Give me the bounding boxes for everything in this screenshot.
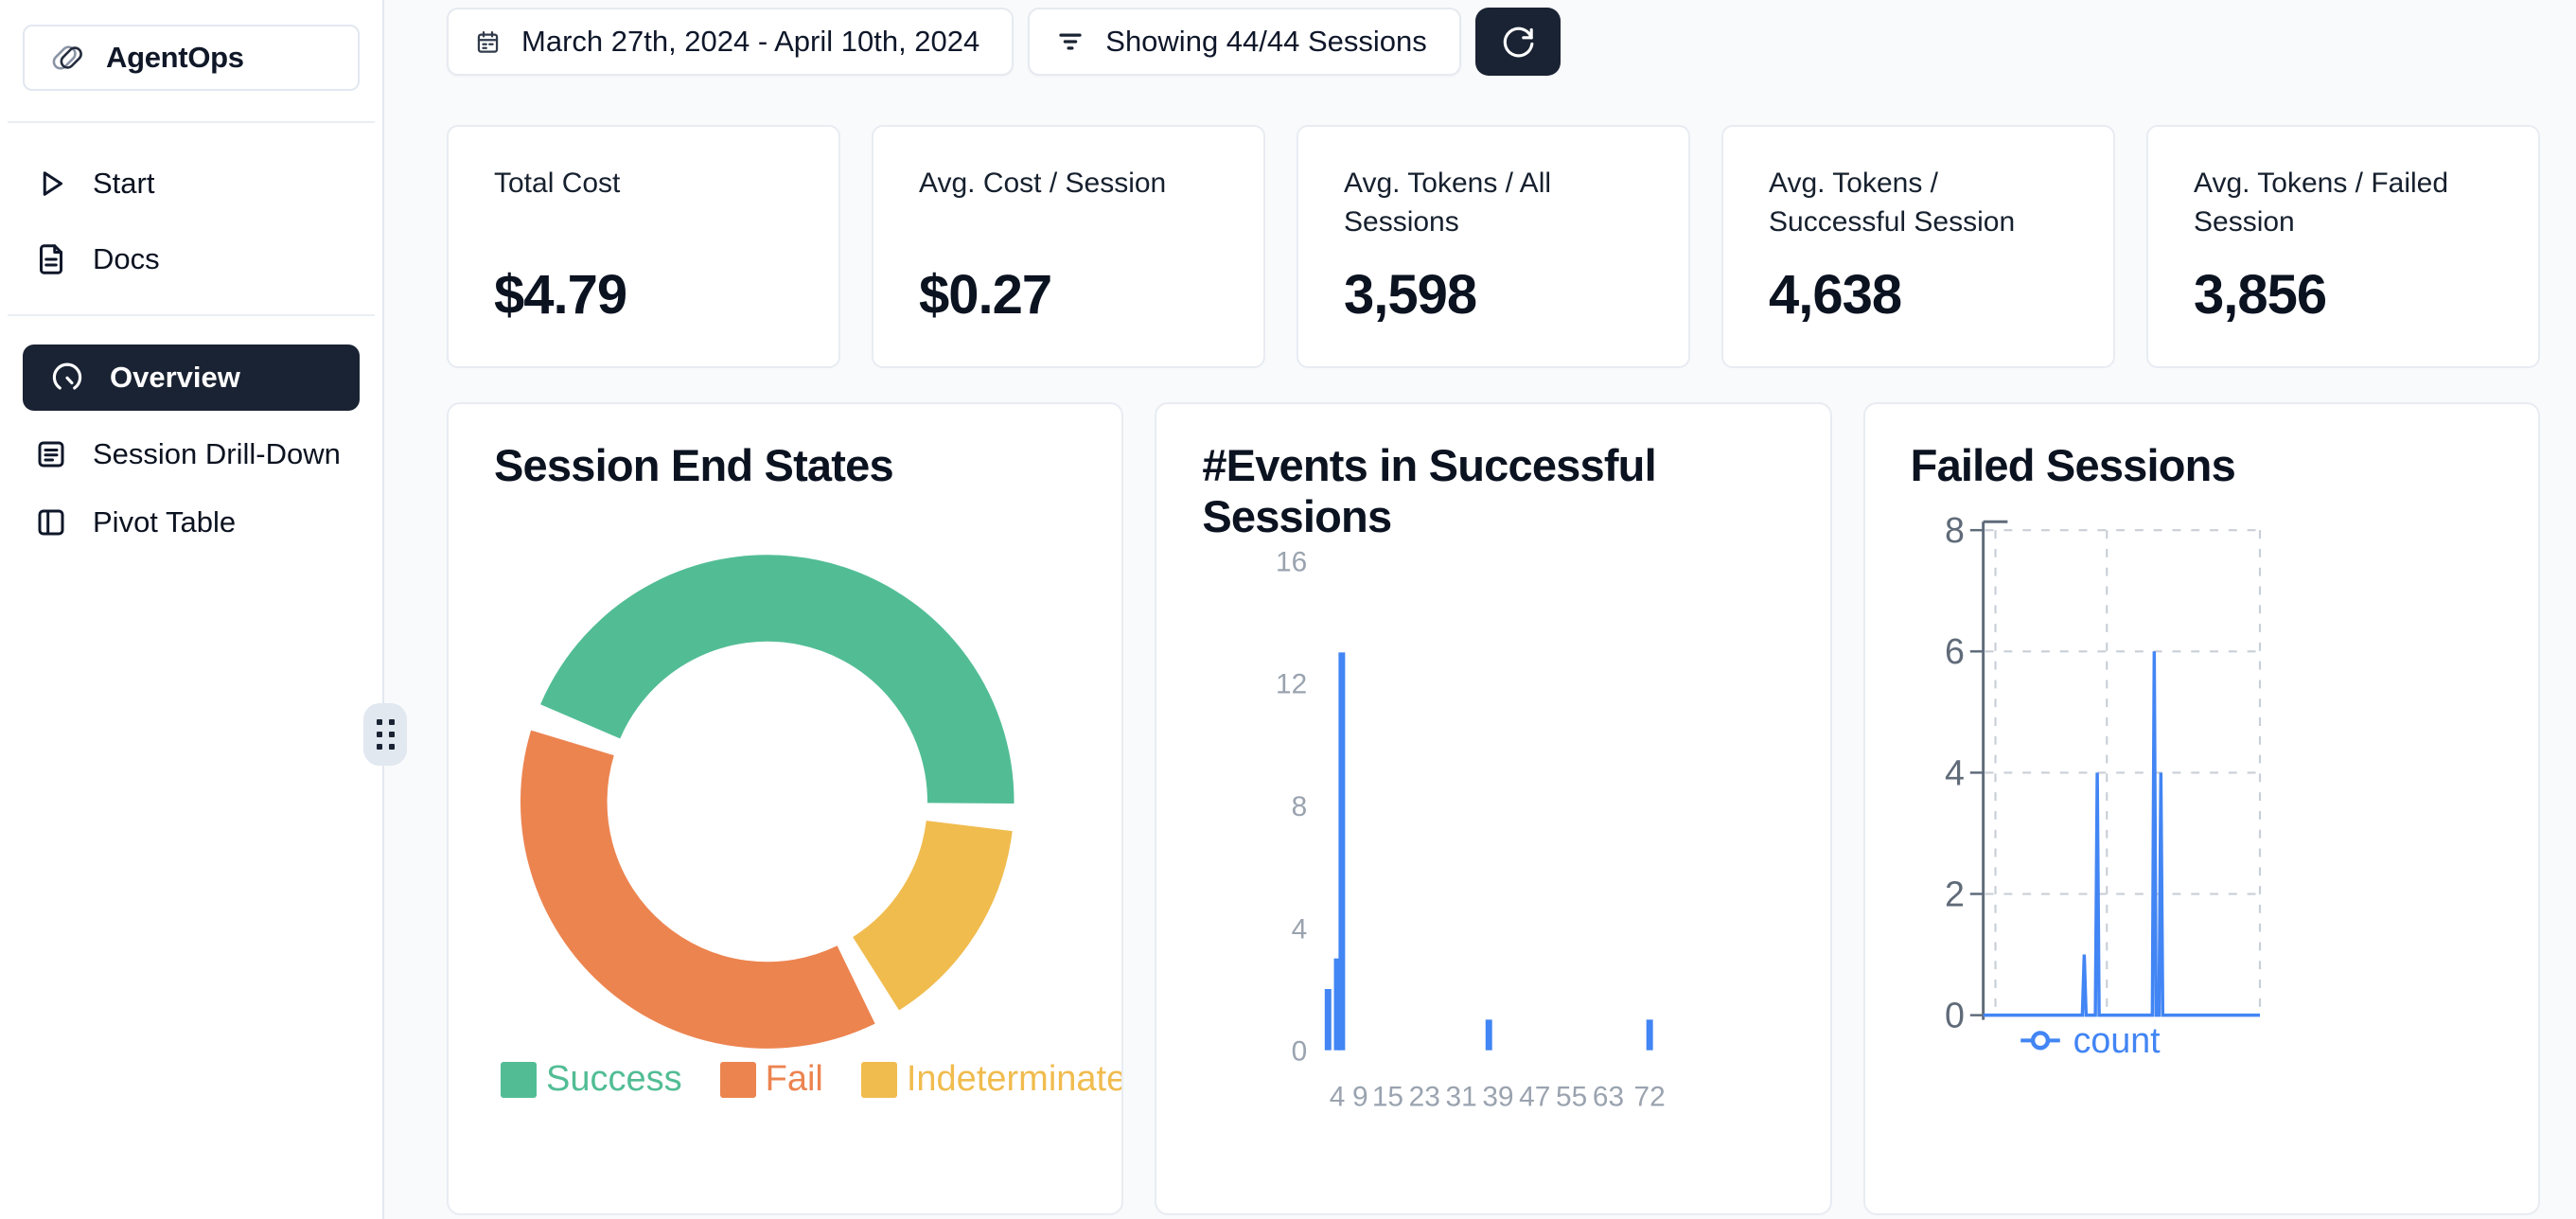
stats-row: Total Cost $4.79 Avg. Cost / Session $0.… <box>447 125 2540 368</box>
sidebar: AgentOps Start Docs <box>0 0 384 1219</box>
sidebar-item-docs[interactable]: Docs <box>23 235 360 284</box>
svg-text:2: 2 <box>1945 874 1965 913</box>
stat-label: Avg. Tokens / Successful Session <box>1769 168 2016 238</box>
legend-label: Fail <box>765 1059 823 1099</box>
svg-text:39: 39 <box>1483 1081 1514 1112</box>
svg-text:15: 15 <box>1372 1081 1403 1112</box>
stat-value: $4.79 <box>494 264 627 326</box>
sidebar-nav-main: Overview Session Drill-Down Pivot Table <box>0 316 382 547</box>
play-icon <box>34 167 68 201</box>
sidebar-item-label: Start <box>93 167 155 200</box>
refresh-button[interactable] <box>1474 8 1561 76</box>
gauge-icon <box>49 360 85 396</box>
session-end-states-panel: Session End States Success Fail Indeterm… <box>447 402 1124 1215</box>
svg-text:16: 16 <box>1276 546 1307 577</box>
svg-text:4: 4 <box>1945 752 1965 792</box>
svg-text:4: 4 <box>1330 1081 1346 1112</box>
svg-text:4: 4 <box>1292 913 1308 945</box>
stat-card-avg-tokens-all: Avg. Tokens / All Sessions 3,598 <box>1297 125 1690 368</box>
stat-value: 4,638 <box>1769 264 1902 326</box>
stat-value: 3,598 <box>1344 264 1477 326</box>
document-icon <box>34 242 68 276</box>
stat-label: Avg. Cost / Session <box>919 168 1167 199</box>
indeterminate-swatch <box>860 1061 897 1098</box>
sidebar-item-label: Session Drill-Down <box>93 437 341 470</box>
svg-text:72: 72 <box>1634 1081 1666 1112</box>
svg-text:0: 0 <box>1292 1036 1308 1068</box>
panel-icon <box>34 505 68 539</box>
session-end-states-donut <box>520 555 1015 1049</box>
legend-label: Indeterminate <box>906 1059 1124 1099</box>
stat-label: Total Cost <box>494 168 621 199</box>
svg-text:0: 0 <box>1945 996 1965 1035</box>
chart-title-session-end-states: Session End States <box>494 440 894 490</box>
sidebar-resize-handle[interactable] <box>363 703 407 766</box>
main-content: March 27th, 2024 - April 10th, 2024 Show… <box>384 0 2576 1219</box>
stat-value: $0.27 <box>919 264 1052 326</box>
donut-legend: Success Fail Indeterminate <box>501 1059 1124 1100</box>
count-legend: count <box>2020 1020 2161 1060</box>
date-range-button[interactable]: March 27th, 2024 - April 10th, 2024 <box>447 8 1015 76</box>
file-lines-icon <box>34 437 68 471</box>
paperclip-icon <box>47 38 87 78</box>
svg-text:6: 6 <box>1945 631 1965 671</box>
stat-card-total-cost: Total Cost $4.79 <box>447 125 840 368</box>
legend-label: Success <box>546 1059 682 1099</box>
sidebar-item-overview[interactable]: Overview <box>23 344 360 411</box>
chart-title-failed-sessions: Failed Sessions <box>1910 440 2236 490</box>
sidebar-item-start[interactable]: Start <box>23 159 360 208</box>
svg-text:47: 47 <box>1520 1081 1551 1112</box>
svg-text:9: 9 <box>1352 1081 1368 1112</box>
app-logo[interactable]: AgentOps <box>23 25 360 91</box>
sidebar-item-label: Docs <box>93 242 160 275</box>
legend-item-indeterminate[interactable]: Indeterminate <box>860 1059 1124 1100</box>
legend-item-fail[interactable]: Fail <box>719 1059 823 1100</box>
stat-value: 3,856 <box>2194 264 2327 326</box>
sessions-filter-button[interactable]: Showing 44/44 Sessions <box>1028 8 1461 76</box>
app-title: AgentOps <box>106 41 244 74</box>
svg-text:63: 63 <box>1593 1081 1624 1112</box>
topbar: March 27th, 2024 - April 10th, 2024 Show… <box>447 8 2540 76</box>
sidebar-item-pivot-table[interactable]: Pivot Table <box>23 498 360 547</box>
calendar-icon <box>475 29 501 55</box>
stat-card-avg-cost-session: Avg. Cost / Session $0.27 <box>872 125 1265 368</box>
success-swatch <box>501 1061 537 1098</box>
svg-text:31: 31 <box>1446 1081 1477 1112</box>
events-in-successful-sessions-panel: #Events in Successful Sessions 0 4 8 12 16 4 9… <box>1155 402 1832 1215</box>
svg-text:8: 8 <box>1292 791 1308 822</box>
sidebar-divider-mid <box>8 314 375 316</box>
stat-card-avg-tokens-failed: Avg. Tokens / Failed Session 3,856 <box>2146 125 2540 368</box>
stat-card-avg-tokens-successful: Avg. Tokens / Successful Session 4,638 <box>1721 125 2115 368</box>
sidebar-item-label: Pivot Table <box>93 505 237 539</box>
fail-swatch <box>719 1061 756 1098</box>
svg-text:23: 23 <box>1409 1081 1440 1112</box>
date-range-label: March 27th, 2024 - April 10th, 2024 <box>521 25 980 58</box>
stat-label: Avg. Tokens / Failed Session <box>2194 168 2449 238</box>
chart-title-events: #Events in Successful Sessions <box>1202 440 1656 541</box>
filter-icon <box>1056 27 1085 56</box>
failed-sessions-line-chart: 0 2 4 6 8 count <box>1945 510 2261 1060</box>
charts-row: Session End States Success Fail Indeterm… <box>447 402 2540 1215</box>
sidebar-item-label: Overview <box>110 361 240 394</box>
sidebar-divider-top <box>8 121 375 123</box>
sidebar-item-session-drill-down[interactable]: Session Drill-Down <box>23 430 360 479</box>
svg-text:8: 8 <box>1945 510 1965 550</box>
sessions-filter-label: Showing 44/44 Sessions <box>1105 25 1427 58</box>
refresh-icon <box>1499 23 1537 61</box>
svg-text:55: 55 <box>1556 1081 1587 1112</box>
sidebar-nav-top: Start Docs <box>0 123 382 284</box>
stat-label: Avg. Tokens / All Sessions <box>1344 168 1552 238</box>
svg-text:12: 12 <box>1276 669 1307 700</box>
legend-item-success[interactable]: Success <box>501 1059 682 1100</box>
failed-sessions-panel: Failed Sessions 0 2 4 6 8 count <box>1862 402 2540 1215</box>
svg-text:count: count <box>2073 1020 2160 1060</box>
